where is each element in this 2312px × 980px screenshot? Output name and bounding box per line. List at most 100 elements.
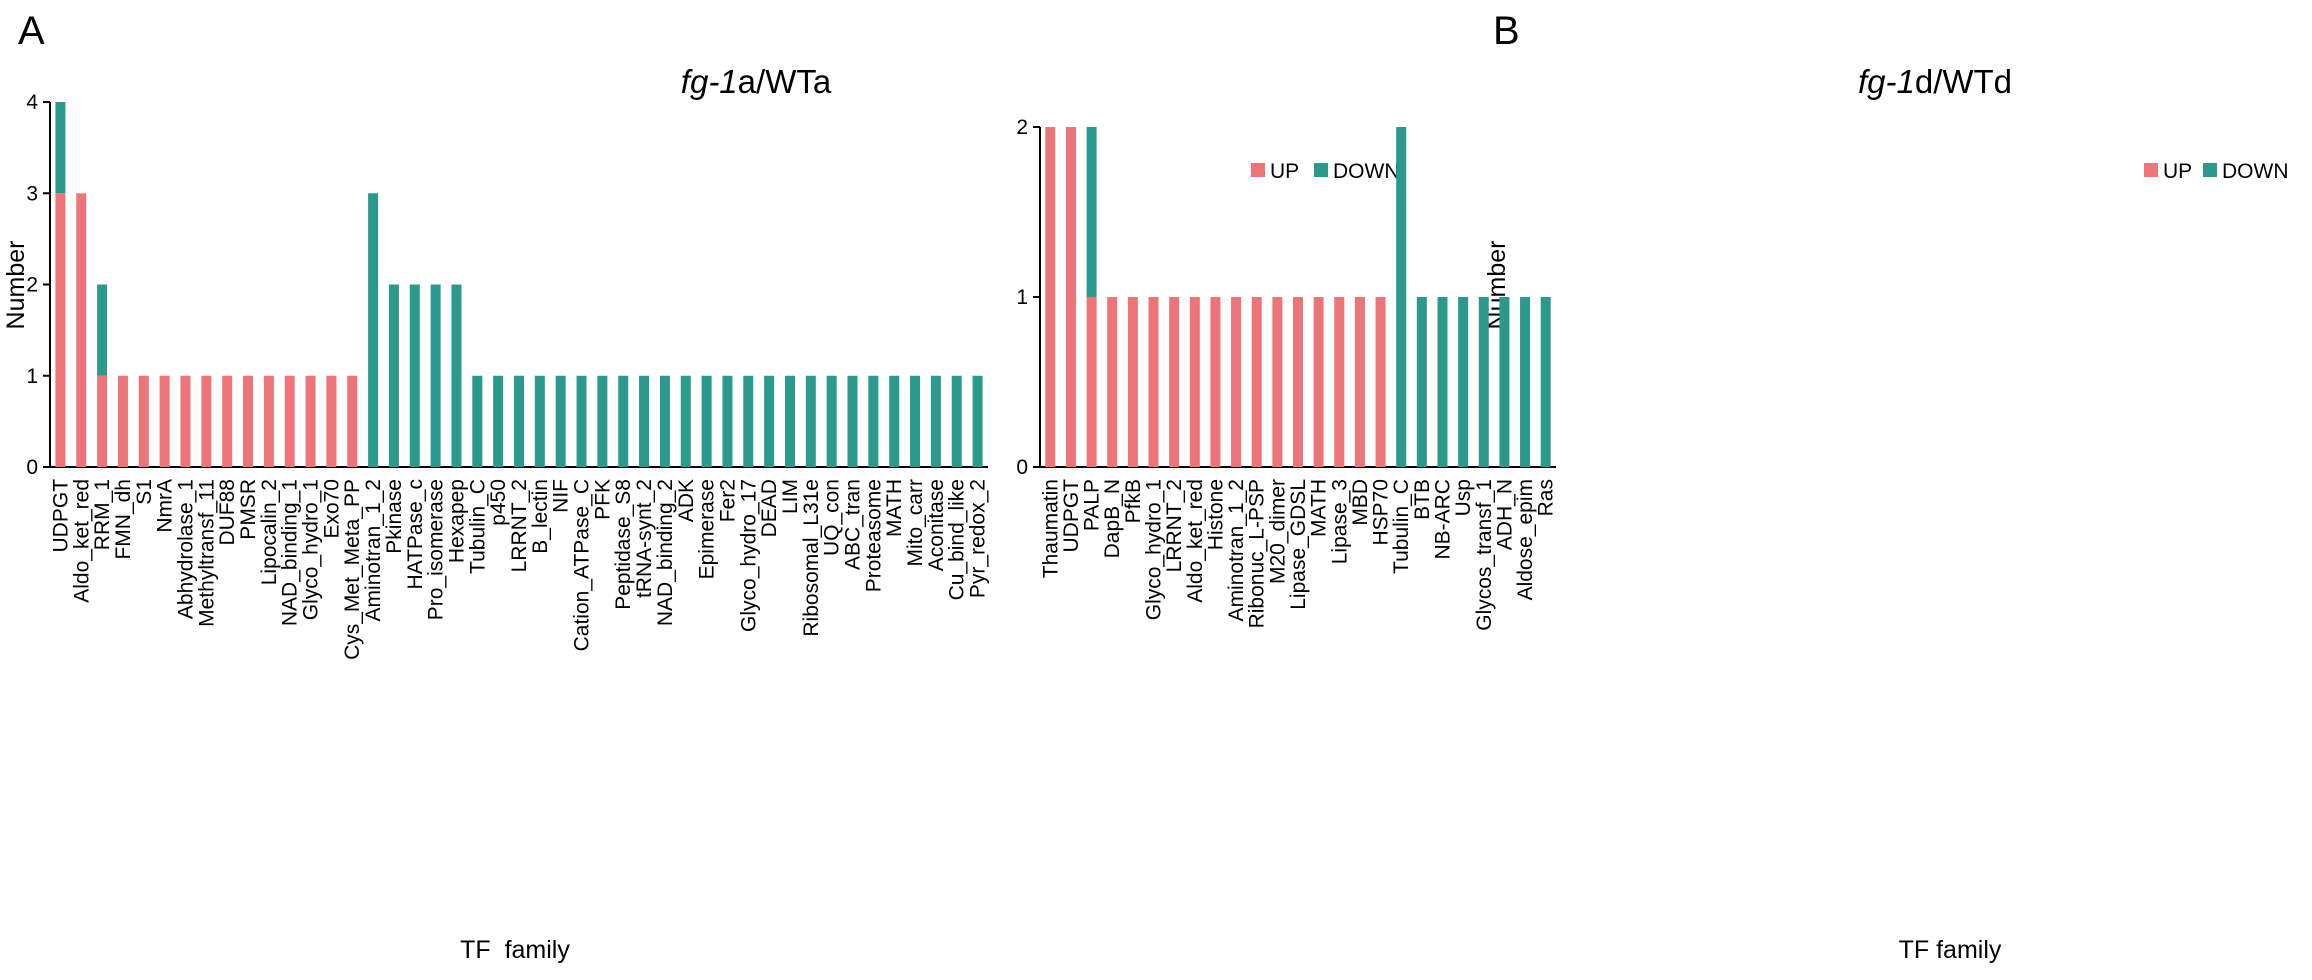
bar-down-Tubulin_C <box>472 375 483 467</box>
x-tick-label: M20_dimer <box>1266 479 1289 584</box>
x-tick-label: Tubulin_C <box>466 479 489 574</box>
title-italic-b: fg-1 <box>1858 63 1915 100</box>
bar-down-p450 <box>493 375 504 467</box>
x-tick-label: NB-ARC <box>1431 479 1454 560</box>
bar-down-Epimerase <box>701 375 712 467</box>
x-tick-label: NmrA <box>154 479 177 533</box>
x-tick-label: S1 <box>133 479 156 505</box>
x-tick-label: Aldose_epim <box>1514 479 1537 600</box>
x-tick-label: ADK <box>675 479 698 522</box>
x-tick-label: HATPase_c <box>404 479 427 590</box>
x-tick-label: Lipocalin_2 <box>258 479 281 585</box>
x-tick-label: HSP70 <box>1370 479 1393 546</box>
bar-down-Usp <box>1458 297 1469 467</box>
x-tick-label: DEAD <box>758 479 781 537</box>
legend-b: UP DOWN <box>2144 160 2289 183</box>
x-tick-label: PfkB <box>1122 479 1145 523</box>
bar-down-ADH_N <box>1499 297 1510 467</box>
title-rest-a: a/WTa <box>738 63 832 100</box>
bar-up-NmrA <box>159 375 170 467</box>
bar-up-Exo70 <box>326 375 337 467</box>
x-tick-label: Exo70 <box>320 479 343 539</box>
y-tick-label: 2 <box>26 274 38 297</box>
title-italic-a: fg-1 <box>681 63 738 100</box>
bar-up-PALP <box>1086 297 1097 467</box>
bar-up-Histone <box>1210 297 1221 467</box>
x-tick-label: UDPGT <box>1060 479 1083 553</box>
x-tick-label: MATH <box>1308 479 1331 537</box>
x-tick-label: Abhydrolase_1 <box>174 479 197 619</box>
y-tick-label: 2 <box>1016 116 1028 139</box>
bar-down-PFK <box>597 375 608 467</box>
bar-down-Proteasome <box>868 375 879 467</box>
x-tick-label: B_lectin <box>529 479 552 554</box>
bar-down-B_lectin <box>534 375 545 467</box>
x-tick-label: Aminotran_1_2 <box>362 479 385 621</box>
y-axis-label-a: Number <box>2 241 30 330</box>
bar-up-MATH <box>1313 297 1324 467</box>
y-tick-label: 1 <box>1016 286 1028 309</box>
bar-down-BTB <box>1416 297 1427 467</box>
bar-down-Aminotran_1_2 <box>368 193 379 467</box>
bar-up-Aminotran_1_2 <box>1231 297 1242 467</box>
bar-down-Cation_ATPase_C <box>576 375 587 467</box>
title-rest-b: d/WTd <box>1915 63 2012 100</box>
bar-down-Pkinase <box>388 284 399 467</box>
bar-up-HSP70 <box>1375 297 1386 467</box>
bar-up-UDPGT <box>1065 127 1076 467</box>
x-tick-label: Usp <box>1452 479 1475 516</box>
x-tick-label: DUF88 <box>216 479 239 546</box>
x-tick-label: Pkinase <box>383 479 406 554</box>
bar-down-Aconitase <box>930 375 941 467</box>
x-tick-label: ADH_N <box>1493 479 1516 550</box>
bar-up-S1 <box>138 375 149 467</box>
bar-down-Aldose_epim <box>1520 297 1531 467</box>
x-tick-label: p450 <box>487 479 510 526</box>
x-tick-label: Lipase_GDSL <box>1287 479 1310 610</box>
y-tick-label: 3 <box>26 182 38 205</box>
y-tick-label: 0 <box>1016 456 1028 479</box>
legend-a: UP DOWN <box>1251 160 1400 183</box>
legend-label-down: DOWN <box>1333 160 1400 183</box>
x-tick-label: UQ_con <box>821 479 844 556</box>
bar-up-Methyltransf_11 <box>201 375 212 467</box>
bar-down-Fer2 <box>722 375 733 467</box>
bar-down-LIM <box>784 375 795 467</box>
legend-swatch-up <box>1251 163 1265 177</box>
x-tick-label: MBD <box>1349 479 1372 526</box>
bar-up-Ribonuc_L-PSP <box>1251 297 1262 467</box>
bar-down-NIF <box>555 375 566 467</box>
panel-label-a: A <box>18 9 45 53</box>
bar-down-Mito_carr <box>910 375 921 467</box>
chart-title-b: fg-1d/WTd <box>1858 63 2012 100</box>
bar-down-Cu_bind_like <box>951 375 962 467</box>
x-tick-label: DapB_N <box>1101 479 1124 558</box>
x-tick-label: BTB <box>1411 479 1434 520</box>
x-tick-label: Mito_carr <box>904 479 927 567</box>
x-tick-label: LRRNT_2 <box>508 479 531 572</box>
x-tick-label: Pro_isomerase <box>425 479 448 620</box>
bar-down-RRM_1 <box>97 284 108 376</box>
legend-swatch-down <box>2203 163 2217 177</box>
x-tick-label: Histone <box>1204 479 1227 550</box>
x-tick-label: tRNA-synt_2 <box>633 479 656 598</box>
x-tick-label: Cation_ATPase_C <box>571 479 594 651</box>
legend-swatch-up <box>2144 163 2158 177</box>
panel-a: A fg-1a/WTa Number TF family 0 1 2 3 4 UDPGT… <box>2 9 1400 964</box>
x-tick-label: NAD_binding_2 <box>654 479 677 626</box>
x-tick-label: Tubulin_C <box>1390 479 1413 574</box>
x-tick-label: FMN_dh <box>112 479 135 560</box>
x-tick-label: Ras <box>1535 479 1558 516</box>
x-tick-label: Ribonuc_L-PSP <box>1246 479 1269 628</box>
legend-swatch-down <box>1314 163 1328 177</box>
bar-up-DUF88 <box>222 375 233 467</box>
x-tick-label: PFK <box>591 479 614 520</box>
x-tick-label: Fer2 <box>716 479 739 522</box>
x-tick-label: Epimerase <box>696 479 719 579</box>
bar-down-ADK <box>680 375 691 467</box>
legend-label-up: UP <box>1270 160 1299 183</box>
x-tick-label: LRRNT_2 <box>1163 479 1186 572</box>
bar-up-Thaumatin <box>1045 127 1056 467</box>
bar-down-Pro_isomerase <box>430 284 441 467</box>
y-tick-label: 0 <box>26 456 38 479</box>
